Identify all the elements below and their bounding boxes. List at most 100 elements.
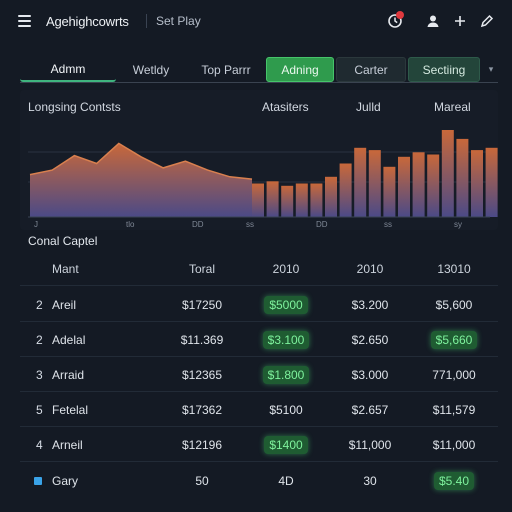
row-name: Arraid [52,368,85,382]
area-series [30,143,252,217]
tab-weekly[interactable]: Wetldy [116,57,186,82]
footer-total: 50 [195,474,209,488]
chevron-down-icon[interactable]: ▾ [488,64,494,74]
footer-col2: 30 [363,474,377,488]
bar [325,176,337,217]
row-c1: $1400 [254,428,318,462]
footer-col1: 4D [278,474,294,488]
row-name: Adelal [52,333,86,347]
pencil-icon[interactable] [478,12,496,30]
chart-card: Longsing Contsts Atasiters Julld Mareal … [20,90,498,230]
header-col3: 13010 [437,262,471,276]
row-c3: 771,000 [432,368,476,382]
row-c1: $1.800 [254,358,318,392]
table-footer-row[interactable]: Gary 50 4D 30 $5.40 [20,464,498,498]
tab-label: Wetldy [132,62,170,77]
table-row[interactable]: 5 Fetelal $17362 $5100 $2.657 $11,579 [20,393,498,427]
tab-adning[interactable]: Adning [266,57,334,82]
tab-sectiing[interactable]: Sectiing [408,57,480,82]
row-c2: $2.650 [351,333,389,347]
highlight-pill: $1400 [264,436,308,454]
section-title: Conal Captel [28,234,98,248]
app-title: Agehighcowrts [46,14,129,29]
tab-label: Carter [354,62,388,77]
highlight-pill: $5.40 [433,472,475,490]
row-index: 2 [36,298,43,312]
tab-label: Sectiing [422,62,466,77]
row-name: Fetelal [52,403,89,417]
bar [412,152,425,217]
bar [398,156,410,217]
user-icon[interactable] [424,12,442,30]
bar [441,130,454,217]
bar [427,154,440,217]
chart-label-1: Atasiters [262,100,309,114]
header-col1: 2010 [272,262,300,276]
table-row[interactable]: 2 Adelal $11.369 $3.100 $2.650 $5,660 [20,323,498,357]
plus-icon[interactable] [451,12,469,30]
bar [485,147,498,217]
bar [368,150,381,217]
chart-title: Longsing Contsts [28,100,121,114]
top-bar: Agehighcowrts Set Play [0,0,512,44]
highlight-pill: $5000 [264,296,308,314]
bar [471,150,483,217]
tab-label: Adning [281,62,319,77]
tick-label: ss [384,220,392,229]
row-c1: $3.100 [254,323,318,357]
row-c3: $5,600 [435,298,473,312]
row-index: 3 [36,368,43,382]
tick-label: J [34,220,38,229]
legend-swatch [34,464,42,498]
tick-label: sy [454,220,462,229]
tab-bar: Admm Wetldy Top Parrr Adning Carter Sect… [20,56,498,83]
row-c2: $11,000 [348,438,392,452]
tab-top-parrr[interactable]: Top Parrr [186,57,266,82]
row-c2: $3.200 [351,298,389,312]
clock-icon[interactable] [386,11,404,30]
chart-label-2: Julld [356,100,381,114]
chart-label-3: Mareal [434,100,471,114]
tab-divider [20,82,498,83]
row-c1: $5100 [269,403,303,417]
highlight-pill: $1.800 [262,366,310,384]
tab-admin[interactable]: Admm [20,57,116,82]
footer-name: Gary [52,474,79,488]
table-header: Mant Toral 2010 2010 13010 [20,252,498,286]
table-row[interactable]: 2 Areil $17250 $5000 $3.200 $5,600 [20,288,498,322]
header-col2: 2010 [356,262,384,276]
row-index: 5 [36,403,43,417]
row-total: $17362 [181,403,223,417]
tab-label: Admm [50,61,86,76]
row-c2: $2.657 [351,403,389,417]
bar [339,163,352,217]
header-name: Mant [52,262,79,276]
bar [252,183,264,217]
row-total: $12196 [181,438,223,452]
bar [310,183,323,217]
row-c3: $11,000 [432,438,476,452]
row-index: 4 [36,438,43,452]
data-table: Mant Toral 2010 2010 13010 2 Areil $17250 $… [20,252,498,502]
menu-icon[interactable] [18,15,31,27]
row-total: $11.369 [180,333,224,347]
header-subtitle[interactable]: Set Play [156,14,201,28]
area-series-line [29,142,253,180]
bar [281,185,294,217]
row-name: Areil [52,298,77,312]
table-row[interactable]: 4 Arneil $12196 $1400 $11,000 $11,000 [20,428,498,462]
tick-label: DD [316,220,328,229]
tab-carter[interactable]: Carter [336,57,406,82]
tick-label: tlo [126,220,135,229]
row-c1: $5000 [254,288,318,322]
highlight-pill: $5,660 [430,331,478,349]
row-total: $12365 [181,368,223,382]
bar [266,181,279,217]
header-total: Toral [188,262,215,276]
row-index: 2 [36,333,43,347]
table-row[interactable]: 3 Arraid $12365 $1.800 $3.000 771,000 [20,358,498,392]
bar [295,183,308,217]
row-total: $17250 [181,298,223,312]
row-c3: $11,579 [432,403,476,417]
